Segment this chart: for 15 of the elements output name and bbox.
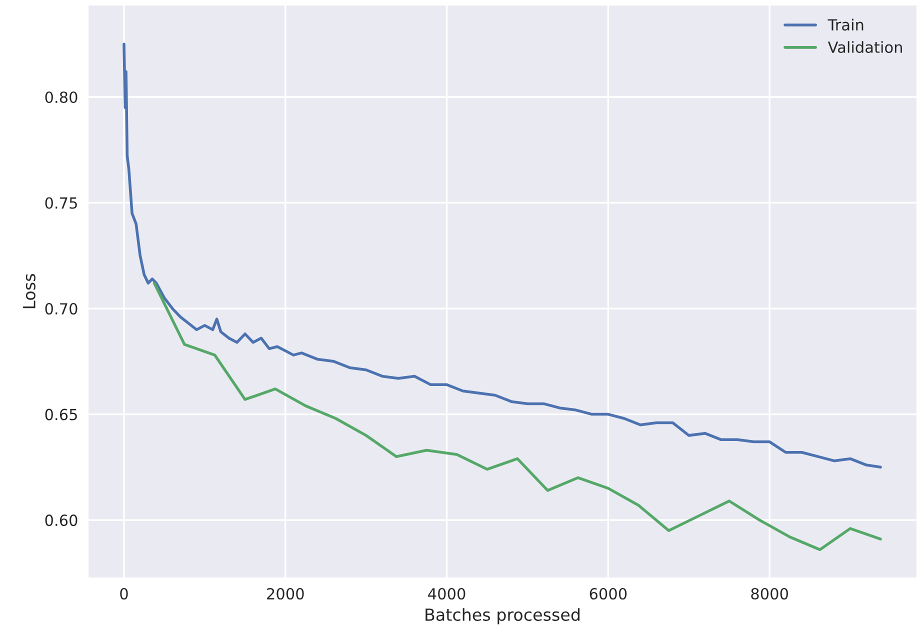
legend-label: Train (828, 18, 864, 31)
x-tick-label: 2000 (267, 588, 304, 600)
y-tick-label: 0.75 (45, 197, 77, 209)
x-tick-label: 8000 (751, 588, 788, 600)
x-tick-label: 0 (120, 588, 128, 600)
y-tick-label: 0.65 (45, 408, 77, 420)
y-axis-title: Loss (23, 274, 36, 308)
legend-label: Validation (828, 41, 902, 53)
y-tick-label: 0.60 (45, 514, 78, 526)
x-tick-label: 6000 (590, 588, 627, 600)
y-tick-label: 0.70 (45, 302, 78, 315)
x-tick-label: 4000 (428, 588, 466, 600)
line-series (152, 282, 882, 552)
y-tick-label: 0.80 (45, 91, 78, 104)
x-axis-title: Batches processed (426, 608, 580, 624)
